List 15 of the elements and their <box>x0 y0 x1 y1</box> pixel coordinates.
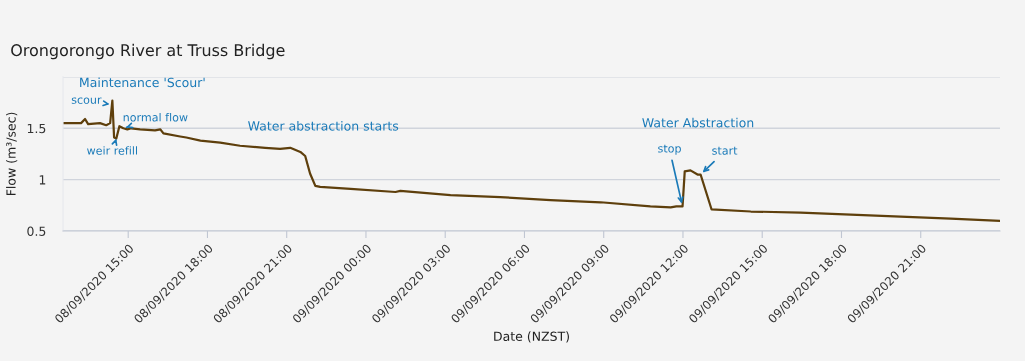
annotation: weir refill <box>87 146 137 155</box>
y-tick-label: 1.5 <box>27 123 46 134</box>
y-axis-title: Flow (m³/sec) <box>6 112 18 196</box>
line-series <box>63 99 1000 222</box>
annotation: Water Abstraction <box>642 117 754 128</box>
annotation: Maintenance 'Scour' <box>80 77 205 88</box>
y-tick-label: 0.5 <box>27 226 46 236</box>
annotation: start <box>712 146 738 155</box>
annotation: stop <box>658 144 681 155</box>
annotation: Water abstraction starts <box>248 120 399 131</box>
y-tick-label: 1 <box>39 175 46 185</box>
chart-title: Orongorongo River at Truss Bridge <box>11 43 285 60</box>
annotation: normal flow <box>123 112 188 122</box>
annotation: scour <box>71 97 102 104</box>
x-axis-title: Date (NZST) <box>494 331 569 343</box>
